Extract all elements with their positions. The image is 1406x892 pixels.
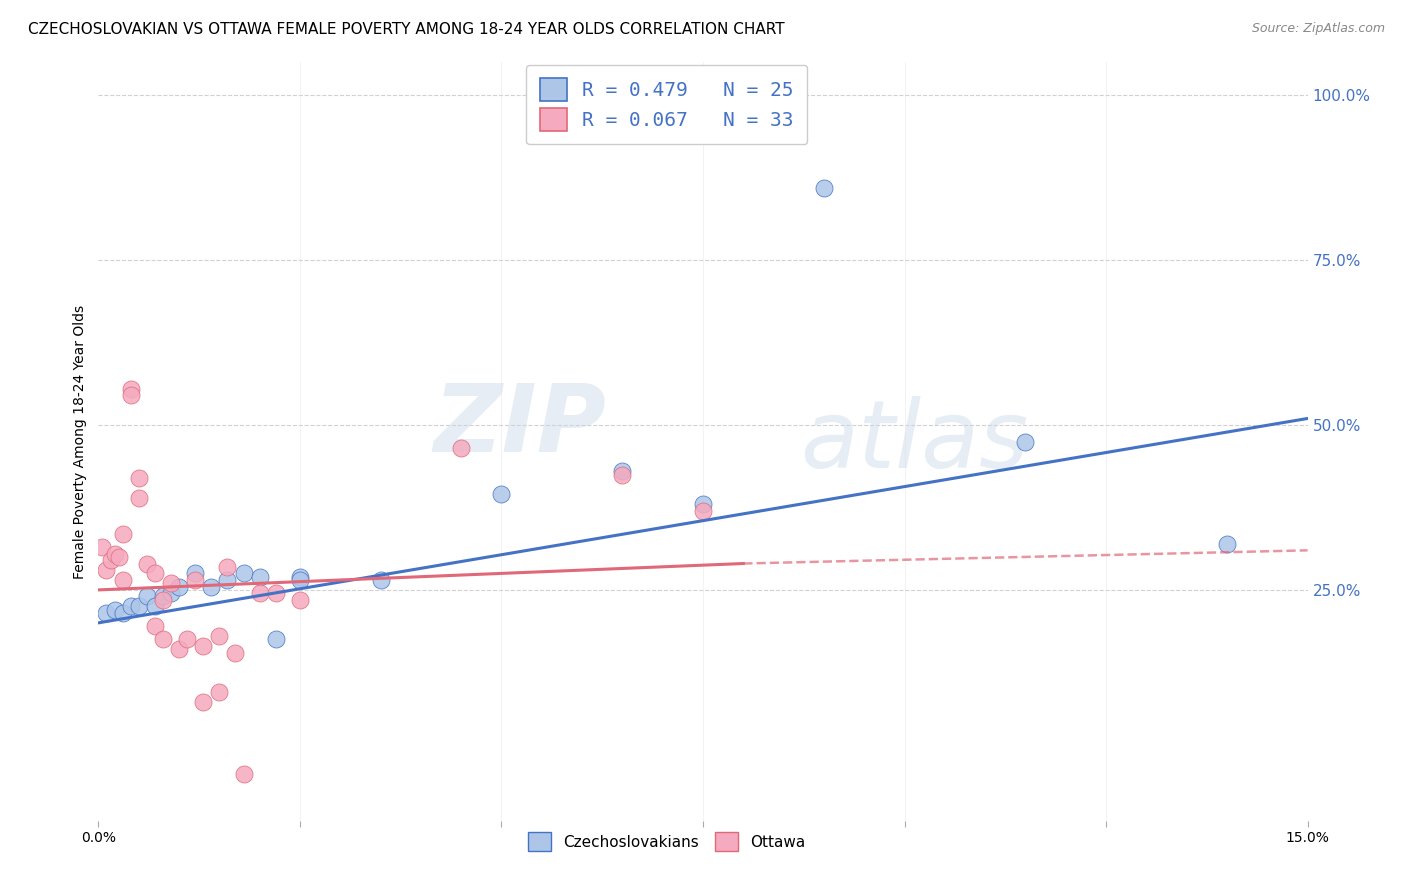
Point	[107, 549, 129, 564]
Point	[208, 629, 231, 643]
Point	[813, 180, 835, 194]
Text: CZECHOSLOVAKIAN VS OTTAWA FEMALE POVERTY AMONG 18-24 YEAR OLDS CORRELATION CHART: CZECHOSLOVAKIAN VS OTTAWA FEMALE POVERTY…	[28, 22, 785, 37]
Point	[176, 632, 198, 647]
Point	[612, 467, 634, 482]
Point	[167, 580, 190, 594]
Point	[249, 570, 271, 584]
Point	[167, 642, 190, 657]
Point	[193, 639, 215, 653]
Point	[128, 471, 150, 485]
Point	[491, 487, 513, 501]
Point	[288, 570, 311, 584]
Point	[96, 563, 118, 577]
Point	[152, 590, 174, 604]
Point	[217, 559, 239, 574]
Point	[224, 646, 246, 660]
Point	[111, 606, 134, 620]
Point	[200, 580, 222, 594]
Point	[111, 573, 134, 587]
Point	[288, 573, 311, 587]
Point	[152, 632, 174, 647]
Point	[612, 464, 634, 478]
Point	[128, 599, 150, 614]
Point	[232, 767, 254, 781]
Point	[184, 573, 207, 587]
Point	[1216, 537, 1239, 551]
Point	[143, 566, 166, 581]
Point	[193, 695, 215, 709]
Point	[450, 441, 472, 455]
Point	[208, 685, 231, 699]
Point	[111, 526, 134, 541]
Point	[135, 590, 157, 604]
Point	[217, 573, 239, 587]
Point	[143, 599, 166, 614]
Point	[120, 599, 142, 614]
Point	[120, 388, 142, 402]
Point	[264, 586, 287, 600]
Point	[152, 592, 174, 607]
Legend: Czechoslovakians, Ottawa: Czechoslovakians, Ottawa	[520, 824, 813, 858]
Point	[288, 592, 311, 607]
Point	[692, 504, 714, 518]
Point	[232, 566, 254, 581]
Point	[120, 382, 142, 396]
Point	[103, 547, 125, 561]
Point	[370, 573, 392, 587]
Point	[128, 491, 150, 505]
Point	[100, 553, 122, 567]
Point	[160, 586, 183, 600]
Text: Source: ZipAtlas.com: Source: ZipAtlas.com	[1251, 22, 1385, 36]
Point	[184, 566, 207, 581]
Point	[96, 606, 118, 620]
Point	[143, 619, 166, 633]
Point	[1014, 434, 1036, 449]
Point	[135, 557, 157, 571]
Point	[692, 497, 714, 511]
Y-axis label: Female Poverty Among 18-24 Year Olds: Female Poverty Among 18-24 Year Olds	[73, 304, 87, 579]
Point	[103, 602, 125, 616]
Point	[249, 586, 271, 600]
Point	[264, 632, 287, 647]
Text: ZIP: ZIP	[433, 380, 606, 473]
Point	[91, 540, 114, 554]
Text: atlas: atlas	[800, 396, 1028, 487]
Point	[160, 576, 183, 591]
